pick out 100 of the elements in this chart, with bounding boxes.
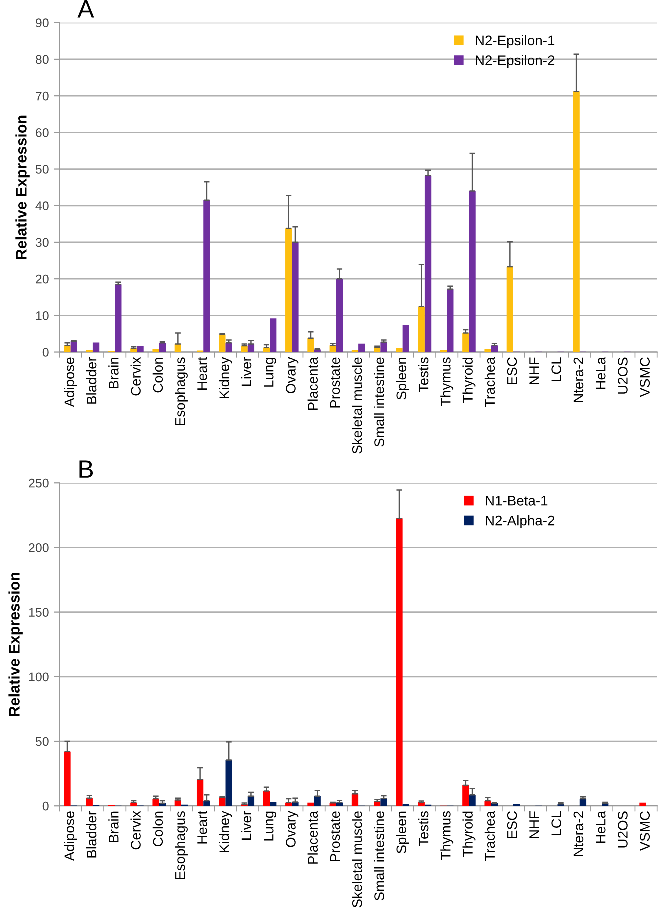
chart-title: A — [78, 0, 94, 18]
y-tick-label: 150 — [29, 608, 49, 617]
y-tick-label: 100 — [29, 672, 49, 682]
y-tick-label: 40 — [36, 202, 49, 211]
bar — [469, 191, 476, 352]
x-tick-label: Trachea — [484, 357, 496, 408]
bar — [196, 780, 204, 806]
x-tick-label: Prostate — [330, 358, 340, 408]
x-tick-label: Prostate — [330, 812, 340, 862]
bar — [580, 799, 587, 806]
y-tick-label: 50 — [36, 737, 49, 746]
x-tick-label: HeLa — [596, 810, 606, 844]
x-tick-label: Thymus — [440, 358, 454, 406]
bar — [506, 266, 514, 352]
bar — [92, 342, 100, 352]
bar — [418, 306, 425, 352]
x-tick-label: ESC — [507, 812, 518, 838]
bar — [352, 794, 359, 806]
x-tick-label: Thymus — [440, 811, 454, 860]
bar — [484, 348, 492, 352]
bar — [336, 279, 344, 352]
bar — [640, 802, 646, 806]
x-tick-label: Kidney — [219, 811, 232, 852]
y-tick-label: 0 — [42, 348, 49, 357]
y-tick-label: 20 — [36, 274, 49, 284]
bar — [396, 348, 403, 352]
legend-label: N2-Epsilon-2 — [476, 55, 555, 68]
bar — [396, 518, 403, 806]
x-tick-label: VSMC — [640, 812, 650, 852]
x-tick-label: Testis — [418, 811, 429, 846]
y-tick-label: 0 — [42, 802, 49, 811]
y-axis-title: Relative Expression — [16, 116, 30, 260]
bar — [137, 346, 144, 352]
x-tick-label: Lung — [264, 812, 276, 841]
x-tick-label: U2OS — [618, 812, 628, 848]
y-tick-label: 250 — [29, 478, 49, 488]
bar — [270, 318, 277, 352]
x-tick-label: Thyroid — [462, 358, 476, 404]
x-tick-label: Heart — [198, 357, 208, 390]
x-tick-label: Heart — [198, 811, 208, 844]
bar — [204, 200, 210, 352]
bar — [424, 176, 432, 352]
bar — [358, 344, 366, 352]
legend-label: N1-Beta-1 — [486, 496, 548, 506]
x-tick-label: Lung — [264, 358, 276, 387]
x-tick-label: Placenta — [308, 810, 318, 864]
x-tick-label: Bladder — [86, 811, 97, 858]
x-tick-label: Placenta — [308, 357, 318, 410]
x-tick-label: Skeletal muscle — [352, 812, 362, 908]
y-tick-label: 10 — [36, 311, 49, 320]
x-tick-label: Ovary — [286, 811, 299, 848]
y-axis-title: Relative Expression — [8, 572, 23, 716]
x-tick-label: Brain — [108, 812, 119, 842]
x-tick-label: ESC — [507, 358, 518, 385]
x-tick-label: Spleen — [396, 812, 410, 854]
x-tick-label: NHF — [530, 812, 540, 838]
y-tick-label: 70 — [36, 92, 49, 101]
x-tick-label: Skeletal muscle — [352, 358, 362, 454]
x-tick-label: Liver — [241, 811, 252, 840]
y-tick-label: 60 — [36, 128, 49, 138]
x-tick-label: U2OS — [618, 358, 628, 394]
x-tick-label: Small intestine — [374, 358, 384, 447]
bar — [219, 798, 226, 806]
x-tick-label: HeLa — [596, 357, 606, 390]
x-tick-label: Colon — [152, 812, 164, 847]
bar — [248, 796, 255, 806]
x-tick-label: Testis — [418, 358, 429, 392]
bar — [308, 338, 314, 352]
y-tick-label: 200 — [29, 544, 49, 552]
bar — [402, 325, 410, 352]
x-tick-label: NHF — [530, 358, 540, 385]
x-tick-label: Adipose — [64, 812, 78, 862]
x-tick-label: Thyroid — [462, 812, 476, 857]
x-tick-label: LCL — [552, 811, 562, 836]
y-tick-label: 80 — [36, 55, 49, 64]
y-tick-label: 90 — [36, 18, 49, 28]
x-tick-label: Ovary — [286, 357, 299, 394]
x-tick-label: Kidney — [219, 357, 232, 398]
chart-title: B — [80, 460, 94, 478]
bar — [292, 242, 299, 352]
x-tick-label: Brain — [108, 358, 119, 388]
x-tick-label: Trachea — [484, 810, 496, 862]
bar — [226, 760, 232, 806]
y-tick-label: 50 — [36, 165, 49, 174]
bar — [219, 334, 226, 352]
x-tick-label: Cervix — [130, 811, 141, 850]
x-tick-label: Liver — [241, 357, 252, 386]
legend-label: N2-Alpha-2 — [486, 516, 555, 528]
x-tick-label: LCL — [552, 358, 562, 382]
x-tick-label: Adipose — [64, 358, 78, 408]
bar — [152, 348, 160, 352]
bar — [462, 785, 470, 806]
bar — [447, 289, 454, 352]
bar — [308, 802, 314, 806]
x-tick-label: Esophagus — [175, 811, 188, 880]
x-tick-label: Spleen — [396, 358, 410, 400]
x-tick-label: Small intestine — [374, 812, 384, 901]
x-tick-label: Ntera-2 — [574, 358, 584, 402]
bar — [469, 795, 476, 806]
x-tick-label: Ntera-2 — [574, 812, 584, 856]
